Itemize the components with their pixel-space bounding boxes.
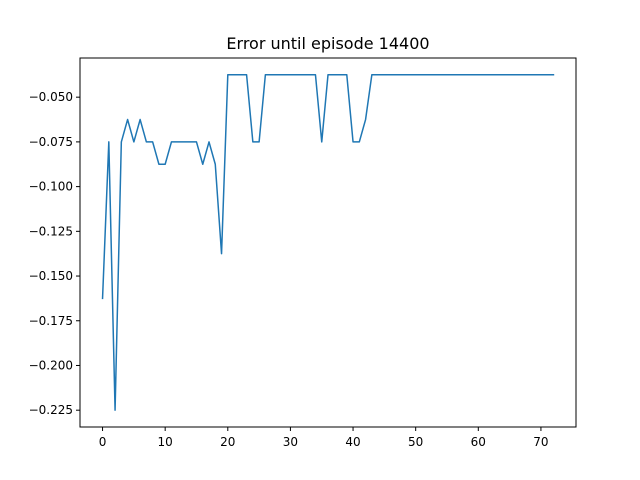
y-tick-label: −0.100 — [29, 180, 73, 194]
x-tick-label: 70 — [533, 435, 548, 449]
y-tick-label: −0.050 — [29, 90, 73, 104]
series-line — [101, 74, 555, 411]
y-tick-label: −0.125 — [29, 224, 73, 238]
x-tick-label: 0 — [99, 435, 107, 449]
chart-title: Error until episode 14400 — [226, 34, 429, 53]
x-tick-label: 10 — [158, 435, 173, 449]
x-tick-label: 40 — [345, 435, 360, 449]
y-tick-label: −0.075 — [29, 135, 73, 149]
x-tick-label: 30 — [283, 435, 298, 449]
x-tick-label: 20 — [220, 435, 235, 449]
y-tick-label: −0.225 — [29, 403, 73, 417]
y-tick-label: −0.150 — [29, 269, 73, 283]
y-axis-ticks: −0.225 −0.200 −0.175 −0.150 −0.125 −0.100 −0.0… — [29, 90, 80, 417]
x-axis-ticks: 0 10 20 30 40 50 60 70 — [99, 427, 549, 449]
y-tick-label: −0.175 — [29, 314, 73, 328]
x-tick-label: 60 — [471, 435, 486, 449]
y-tick-label: −0.200 — [29, 358, 73, 372]
x-tick-label: 50 — [408, 435, 423, 449]
plot-frame — [79, 57, 577, 428]
